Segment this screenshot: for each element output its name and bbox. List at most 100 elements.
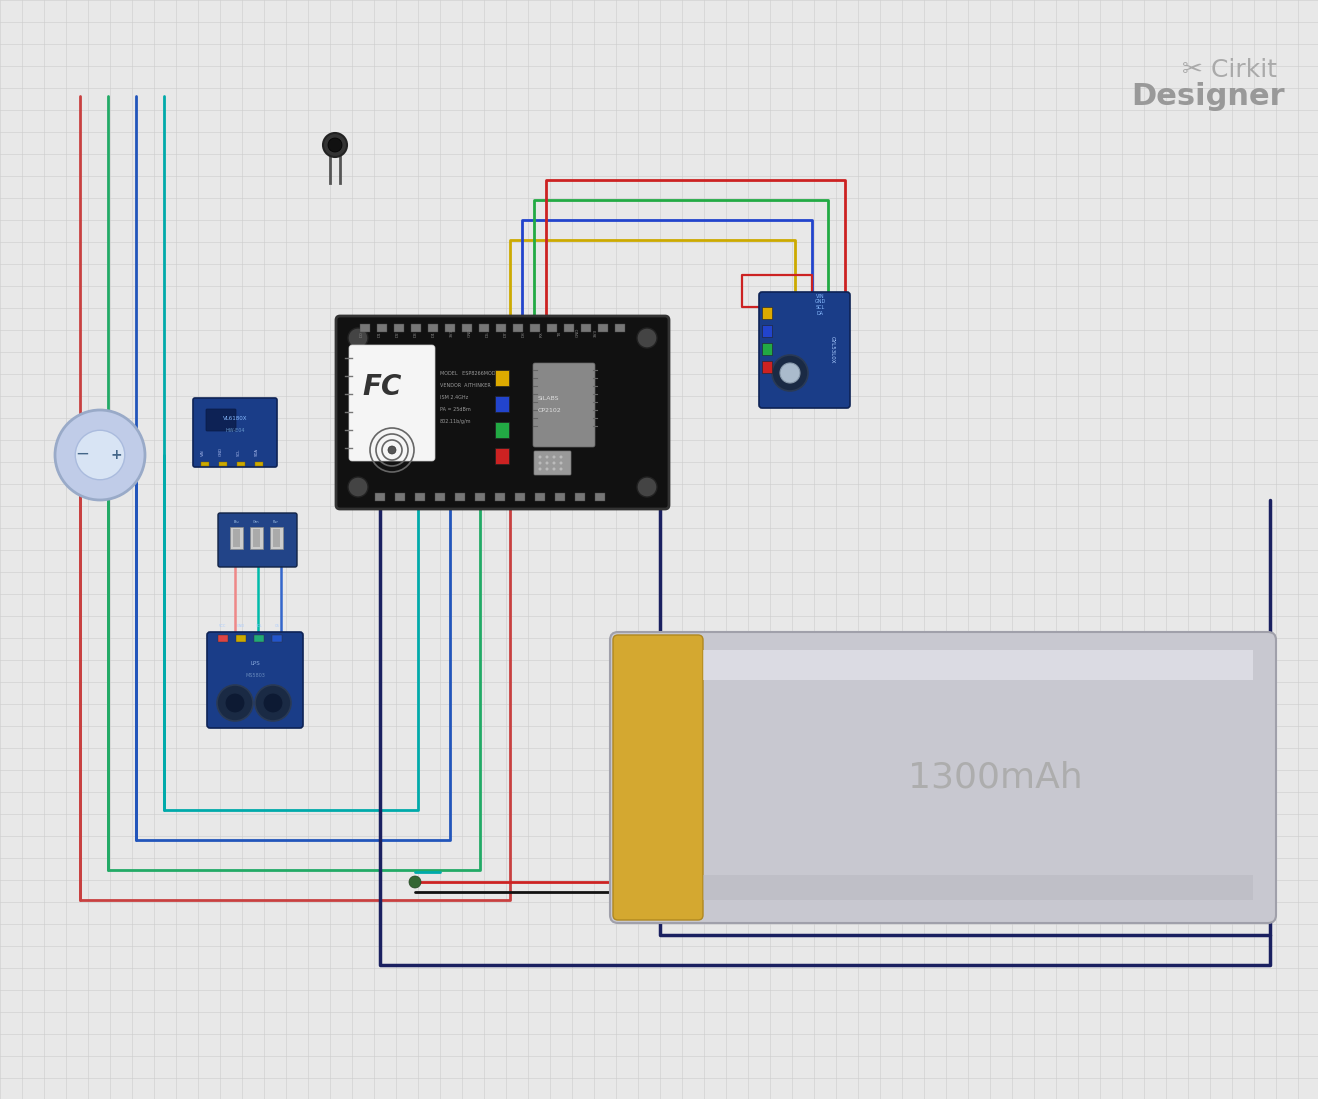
Bar bbox=[376, 493, 385, 501]
Circle shape bbox=[637, 477, 656, 497]
Circle shape bbox=[348, 477, 368, 497]
Text: MODEL   ESP8266MOD: MODEL ESP8266MOD bbox=[440, 371, 496, 376]
Bar bbox=[513, 324, 523, 332]
FancyBboxPatch shape bbox=[610, 632, 1276, 923]
Text: Designer: Designer bbox=[1131, 82, 1285, 111]
FancyBboxPatch shape bbox=[349, 345, 435, 460]
Bar bbox=[231, 528, 243, 550]
Text: VL6180X: VL6180X bbox=[223, 417, 248, 421]
Circle shape bbox=[560, 462, 563, 465]
Bar bbox=[762, 307, 772, 319]
Bar bbox=[496, 448, 509, 464]
Bar bbox=[515, 493, 525, 501]
Circle shape bbox=[75, 430, 125, 480]
Circle shape bbox=[552, 462, 555, 465]
Circle shape bbox=[539, 455, 542, 458]
Bar bbox=[455, 493, 465, 501]
Text: D2: D2 bbox=[395, 331, 399, 337]
Text: SCL: SCL bbox=[256, 624, 262, 628]
Bar bbox=[555, 493, 565, 501]
Bar bbox=[535, 493, 546, 501]
Text: GND: GND bbox=[219, 447, 223, 456]
Bar bbox=[250, 528, 264, 550]
Text: VCC: VCC bbox=[219, 624, 227, 628]
Circle shape bbox=[225, 693, 245, 713]
Bar bbox=[217, 635, 228, 642]
Circle shape bbox=[254, 685, 291, 721]
Text: D5: D5 bbox=[486, 331, 490, 337]
Text: PA = 25dBm: PA = 25dBm bbox=[440, 407, 471, 412]
FancyBboxPatch shape bbox=[207, 632, 303, 728]
FancyBboxPatch shape bbox=[534, 451, 571, 475]
Text: Blu: Blu bbox=[233, 520, 239, 524]
Circle shape bbox=[772, 355, 808, 391]
Bar bbox=[463, 324, 472, 332]
Text: D3: D3 bbox=[414, 331, 418, 337]
Circle shape bbox=[264, 693, 283, 713]
Bar bbox=[411, 324, 420, 332]
Circle shape bbox=[539, 467, 542, 470]
Bar bbox=[273, 529, 279, 547]
Bar bbox=[254, 635, 264, 642]
Text: +: + bbox=[111, 448, 121, 462]
FancyBboxPatch shape bbox=[613, 635, 702, 920]
FancyBboxPatch shape bbox=[336, 317, 670, 509]
Text: RX: RX bbox=[540, 331, 544, 337]
Text: GND: GND bbox=[237, 624, 245, 628]
Text: LPS: LPS bbox=[250, 660, 260, 666]
Text: SiLABS: SiLABS bbox=[538, 396, 560, 401]
Circle shape bbox=[328, 138, 341, 152]
Bar bbox=[530, 324, 540, 332]
Text: Grn: Grn bbox=[253, 520, 260, 524]
Bar bbox=[616, 324, 625, 332]
FancyBboxPatch shape bbox=[217, 513, 297, 567]
Bar bbox=[575, 493, 585, 501]
Bar bbox=[253, 529, 260, 547]
Text: ✂ Cirkit: ✂ Cirkit bbox=[1182, 58, 1285, 82]
Bar bbox=[377, 324, 387, 332]
Text: TX: TX bbox=[558, 332, 561, 337]
Bar bbox=[478, 324, 489, 332]
Circle shape bbox=[552, 467, 555, 470]
Circle shape bbox=[552, 455, 555, 458]
Bar bbox=[415, 493, 424, 501]
Bar bbox=[762, 343, 772, 355]
Text: D4: D4 bbox=[432, 332, 436, 337]
FancyBboxPatch shape bbox=[532, 363, 594, 447]
Bar bbox=[270, 528, 283, 550]
Bar bbox=[496, 422, 509, 439]
Text: SDA: SDA bbox=[254, 448, 260, 456]
Text: D7: D7 bbox=[503, 331, 507, 337]
Bar bbox=[496, 324, 506, 332]
FancyBboxPatch shape bbox=[759, 292, 850, 408]
Bar bbox=[202, 462, 210, 466]
Text: SCL: SCL bbox=[237, 448, 241, 456]
Text: 802.11b/g/m: 802.11b/g/m bbox=[440, 419, 472, 424]
Bar bbox=[762, 360, 772, 373]
Bar bbox=[702, 650, 1253, 680]
Bar bbox=[394, 324, 405, 332]
Bar bbox=[219, 462, 227, 466]
Text: −: − bbox=[75, 445, 88, 463]
Circle shape bbox=[546, 467, 548, 470]
Text: 3V3: 3V3 bbox=[449, 329, 453, 337]
Bar bbox=[272, 635, 282, 642]
Bar bbox=[395, 493, 405, 501]
Text: D0: D0 bbox=[360, 331, 364, 337]
Bar bbox=[428, 324, 438, 332]
Circle shape bbox=[539, 462, 542, 465]
Circle shape bbox=[323, 133, 347, 157]
Text: GYL53L0X: GYL53L0X bbox=[829, 336, 834, 364]
Bar bbox=[581, 324, 590, 332]
Circle shape bbox=[560, 455, 563, 458]
Text: 1300mAh: 1300mAh bbox=[908, 761, 1082, 795]
FancyBboxPatch shape bbox=[192, 398, 277, 467]
Circle shape bbox=[387, 446, 395, 454]
Circle shape bbox=[560, 467, 563, 470]
Text: CP2102: CP2102 bbox=[538, 408, 561, 413]
Circle shape bbox=[348, 328, 368, 348]
Circle shape bbox=[217, 685, 253, 721]
Bar bbox=[474, 493, 485, 501]
Bar bbox=[237, 462, 245, 466]
Text: MS5803: MS5803 bbox=[245, 673, 265, 678]
